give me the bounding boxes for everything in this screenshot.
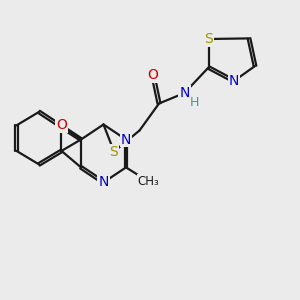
Text: H: H bbox=[190, 95, 199, 109]
Text: S: S bbox=[204, 32, 213, 46]
Text: O: O bbox=[148, 68, 158, 82]
Text: N: N bbox=[179, 86, 190, 100]
Text: N: N bbox=[121, 133, 131, 146]
Text: N: N bbox=[98, 176, 109, 189]
Text: S: S bbox=[110, 145, 118, 158]
Text: CH₃: CH₃ bbox=[138, 175, 159, 188]
Text: O: O bbox=[56, 118, 67, 132]
Text: N: N bbox=[229, 74, 239, 88]
